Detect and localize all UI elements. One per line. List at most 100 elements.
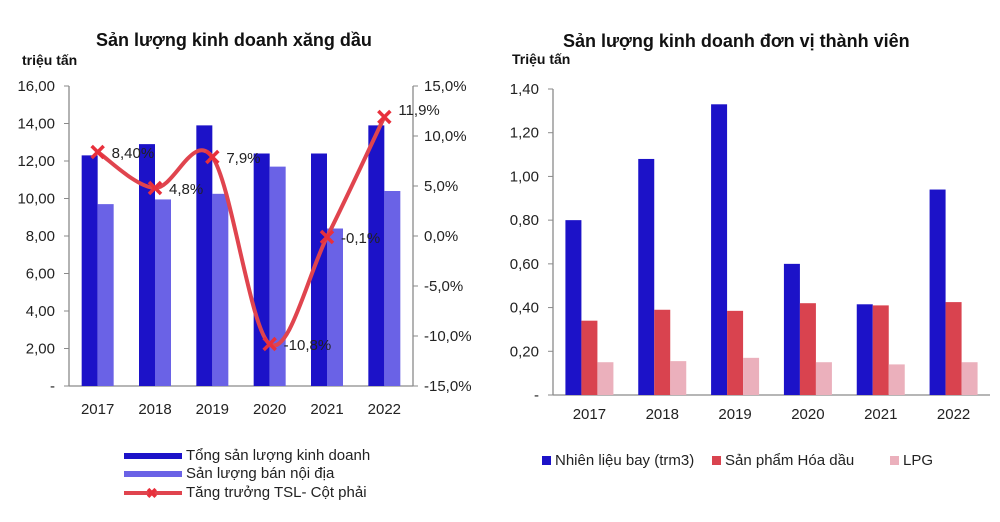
legend-swatch-red [712,456,721,465]
y-tick-label: 10,00 [17,191,55,208]
y-tick-label: 16,00 [17,78,55,95]
y-tick-label: 4,00 [26,303,55,320]
legend-label: LPG [903,452,934,469]
y-tick-label: 12,00 [17,153,55,170]
y-axis-label: triệu tấn [22,52,78,68]
chart-title: Sản lượng kinh doanh đơn vị thành viên [563,31,910,51]
legend-swatch-line-marker: ✖ [124,486,182,500]
y-tick-label: 0,20 [510,343,539,360]
bar-lpg [597,362,614,395]
legend-label: Nhiên liệu bay (trm3) [555,452,695,469]
chart-title: Sản lượng kinh doanh xăng dầu [96,30,372,50]
legend-swatch-pink [890,456,899,465]
bar-domestic [327,228,343,386]
x-tick-label: 2019 [718,406,751,423]
legend-label: Sản phẩm Hóa dầu [725,452,855,469]
growth-marker [262,336,277,352]
bar-jet-fuel [783,263,800,395]
right-chart: Sản lượng kinh doanh đơn vị thành viên T… [500,0,1000,522]
bar-petrochem [799,303,816,395]
growth-data-label: 7,9% [226,150,260,167]
x-tick-label: 2019 [196,401,229,418]
growth-data-label: -0,1% [341,230,380,247]
bar-petrochem [581,320,598,395]
y-tick-label: 1,00 [510,168,539,185]
y-tick-label: - [50,378,55,395]
y-tick-label: 6,00 [26,266,55,283]
growth-data-label: 8,40% [112,145,155,162]
legend-item-domestic: Sản lượng bán nội địa [124,465,334,482]
bar-total [253,153,270,386]
bar-lpg [670,361,687,395]
legend-swatch-blue [542,456,551,465]
y-tick-label: 14,00 [17,116,55,133]
growth-marker [377,109,392,125]
right-plot: - 0,20 0,40 0,60 0,80 1,00 1,20 1,40 2017 2018 201… [510,81,990,423]
growth-data-label: 11,9% [398,102,439,119]
legend-label: Tăng trưởng TSL- Cột phải [186,484,367,501]
bar-domestic [384,191,401,386]
y-tick-label: 1,40 [510,81,539,98]
bar-domestic [97,204,114,386]
x-tick-label: 2017 [81,401,114,418]
y-axis-label: Triệu tấn [512,51,571,67]
legend-item-total: Tổng sản lượng kinh doanh [124,447,370,464]
y2-tick-label: 15,0% [424,78,467,95]
bar-petrochem [872,305,889,395]
bar-domestic [212,193,229,386]
y-tick-label: 0,80 [510,212,539,229]
x-tick-label: 2017 [573,406,606,423]
y-tick-label: 1,20 [510,125,539,142]
y2-tick-label: 5,0% [424,178,458,195]
x-tick-label: 2022 [937,406,970,423]
bar-jet-fuel [856,304,873,395]
growth-marker [147,180,163,196]
growth-marker [319,229,335,245]
bar-lpg [961,362,978,395]
legend-item-petrochem: Sản phẩm Hóa dầu [712,452,854,469]
bar-jet-fuel [638,158,655,395]
x-tick-label: 2018 [646,406,679,423]
y-tick-label: 8,00 [26,228,55,245]
y2-tick-label: -15,0% [424,378,472,395]
growth-marker [90,144,105,160]
bar-total [368,125,385,386]
legend-swatch-light-blue [124,470,182,477]
x-tick-label: 2020 [253,401,286,418]
y2-tick-label: -10,0% [424,328,472,345]
growth-data-label: 4,8% [169,181,203,198]
bar-petrochem [654,309,671,395]
bar-jet-fuel [711,104,728,396]
bar-petrochem [945,302,962,395]
y-tick-label: 0,40 [510,300,539,317]
bar-jet-fuel [565,220,582,395]
bar-total [196,125,213,386]
y2-tick-label: -5,0% [424,278,463,295]
y2-tick-label: 0,0% [424,228,458,245]
bar-jet-fuel [929,189,946,395]
legend-label: Sản lượng bán nội địa [186,465,335,482]
left-chart: Sản lượng kinh doanh xăng dầu triệu tấn … [17,30,472,501]
bar-domestic [155,199,171,386]
legend-item-jet-fuel: Nhiên liệu bay (trm3) [542,452,694,469]
x-tick-label: 2018 [138,401,171,418]
growth-data-label: -10,8% [284,337,332,354]
x-tick-label: 2020 [791,406,824,423]
bar-lpg [815,362,832,395]
y-tick-label: - [534,387,539,404]
y2-tick-label: 10,0% [424,128,467,145]
bar-total [81,155,98,386]
x-tick-label: 2021 [864,406,897,423]
bar-total [311,153,327,386]
legend-item-growth: ✖ Tăng trưởng TSL- Cột phải [124,484,367,501]
legend-swatch-dark-blue [124,452,182,459]
y-tick-label: 0,60 [510,256,539,273]
bar-domestic [269,166,286,386]
y-tick-label: 2,00 [26,341,55,358]
x-tick-label: 2022 [368,401,401,418]
growth-marker [205,149,220,165]
left-plot: - 2,00 4,00 6,00 8,00 10,00 12,00 14,00 16,00 -15… [17,78,472,418]
legend-item-lpg: LPG [890,452,933,469]
bar-lpg [743,357,760,395]
bar-lpg [888,364,905,395]
